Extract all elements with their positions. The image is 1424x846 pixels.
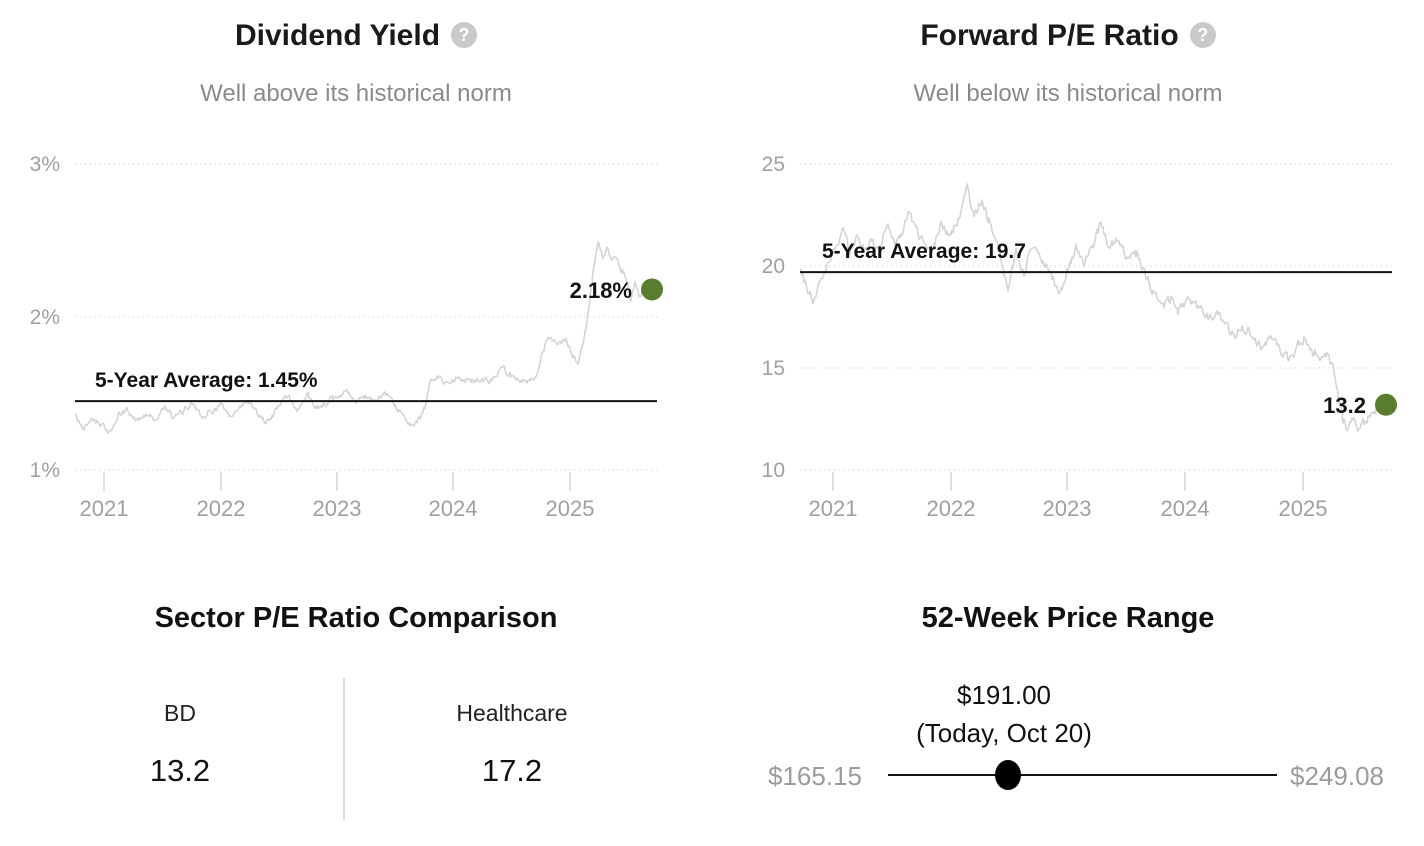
forward-pe-y-tick-label: 20 <box>762 255 785 278</box>
range-low-label: $165.15 <box>768 761 862 791</box>
forward-pe-x-tick-label: 2021 <box>809 496 858 521</box>
forward-pe-current-value-label: 13.2 <box>1323 393 1366 418</box>
sector-pe-column-healthcare: Healthcare 17.2 <box>392 700 632 789</box>
price-range-panel: 52-Week Price Range $191.00 (Today, Oct … <box>712 580 1424 846</box>
dividend-yield-panel: Dividend Yield? Well above its historica… <box>0 0 712 560</box>
dividend-yield-subtitle: Well above its historical norm <box>200 80 512 107</box>
question-mark-glyph: ? <box>458 25 470 45</box>
forward-pe-y-tick-label: 10 <box>762 459 785 482</box>
help-icon[interactable]: ? <box>451 22 478 48</box>
price-range-track <box>888 774 1277 776</box>
forward-pe-x-tick-label: 2025 <box>1279 496 1328 521</box>
dividend-yield-title-row: Dividend Yield? <box>0 16 712 56</box>
forward-pe-title: Forward P/E Ratio <box>920 19 1179 52</box>
dividend-yield-current-value-label: 2.18% <box>570 278 632 303</box>
forward-pe-current-value-dot <box>1375 393 1397 416</box>
dividend-yield-y-tick-label: 2% <box>30 306 60 329</box>
forward-pe-x-tick-label: 2024 <box>1161 496 1210 521</box>
help-icon[interactable]: ? <box>1189 22 1216 48</box>
forward-pe-series-line <box>799 183 1380 432</box>
price-range-title: 52-Week Price Range <box>921 602 1215 634</box>
dividend-yield-average-label: 5-Year Average: 1.45% <box>95 369 318 392</box>
forward-pe-panel: Forward P/E Ratio? Well below its histor… <box>712 0 1424 560</box>
sector-pe-panel: Sector P/E Ratio Comparison BD 13.2 Heal… <box>0 580 712 846</box>
forward-pe-chart: 25 20 15 10 2021 2022 2023 2024 2025 5-Year Avera… <box>762 153 1397 521</box>
forward-pe-subtitle: Well below its historical norm <box>913 80 1223 107</box>
range-high-label: $249.08 <box>1290 761 1384 791</box>
forward-pe-y-tick-label: 15 <box>762 357 785 380</box>
sector-pe-value-bd: 13.2 <box>149 753 211 788</box>
dividend-yield-title: Dividend Yield <box>234 19 441 52</box>
dividend-yield-series-line <box>74 241 646 435</box>
sector-pe-label-healthcare: Healthcare <box>456 700 568 726</box>
forward-pe-average-label: 5-Year Average: 19.7 <box>822 240 1026 263</box>
sector-pe-label-bd: BD <box>164 700 196 726</box>
column-divider <box>343 678 345 820</box>
sector-pe-column-bd: BD 13.2 <box>60 700 300 789</box>
dividend-yield-current-value-dot <box>641 278 663 301</box>
forward-pe-x-tick-label: 2022 <box>927 496 976 521</box>
dividend-yield-x-tick-label: 2024 <box>429 496 478 521</box>
dividend-yield-y-tick-label: 3% <box>30 153 60 176</box>
forward-pe-title-row: Forward P/E Ratio? <box>712 16 1424 56</box>
sector-pe-value-healthcare: 17.2 <box>481 753 543 788</box>
dividend-yield-chart: 3% 2% 1% 2021 2022 2023 2024 2025 5-Year Average… <box>30 153 663 521</box>
dividend-yield-x-tick-label: 2023 <box>313 496 362 521</box>
question-mark-glyph: ? <box>1197 25 1209 45</box>
dividend-yield-x-tick-label: 2021 <box>80 496 129 521</box>
dividend-yield-x-tick-label: 2025 <box>546 496 595 521</box>
forward-pe-x-tick-label: 2023 <box>1043 496 1092 521</box>
sector-pe-title: Sector P/E Ratio Comparison <box>154 602 558 634</box>
current-price-marker <box>994 760 1021 790</box>
forward-pe-y-tick-label: 25 <box>762 153 785 176</box>
dividend-yield-y-tick-label: 1% <box>30 459 60 482</box>
current-price-date: (Today, Oct 20) <box>916 718 1092 748</box>
dividend-yield-x-tick-label: 2022 <box>197 496 246 521</box>
current-price-label: $191.00 <box>957 680 1051 710</box>
